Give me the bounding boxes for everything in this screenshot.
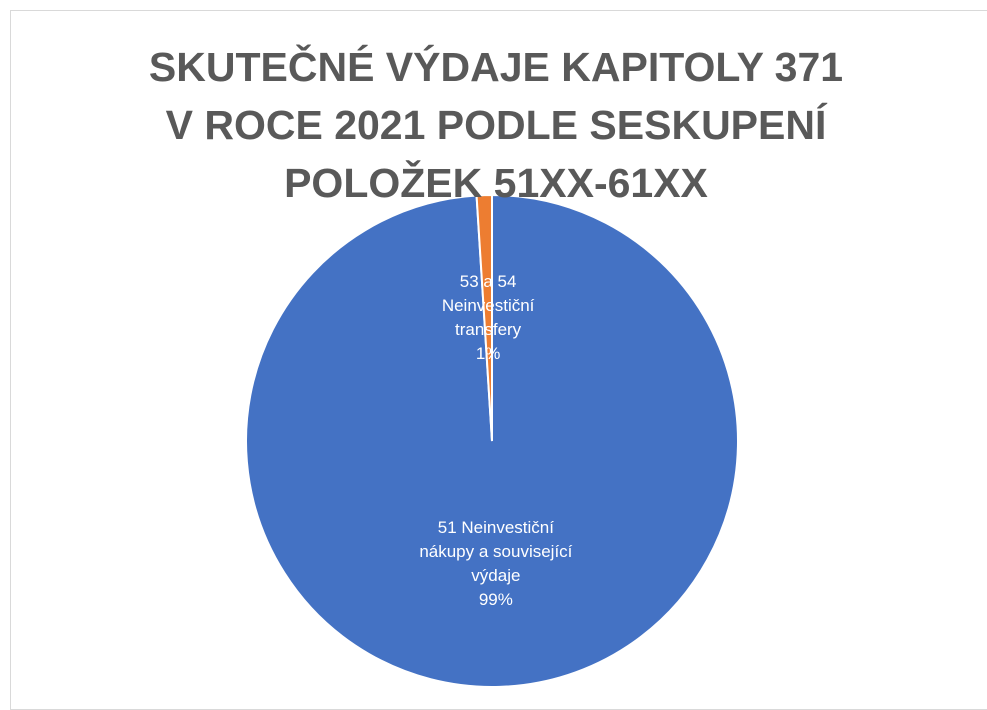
value-label: 1% (475, 344, 501, 364)
category-label: 51 Neinvestiční nákupy a související výd… (419, 517, 573, 585)
data-label: 53 a 54 Neinvestiční transfery 1% (431, 270, 546, 366)
category-label: 53 a 54 Neinvestiční transfery (441, 272, 535, 340)
value-label: 99% (478, 589, 513, 609)
data-label: 51 Neinvestiční nákupy a související výd… (408, 516, 583, 612)
pie-slice (475, 193, 493, 442)
chart-title: SKUTEČNÉ VÝDAJE KAPITOLY 371 V ROCE 2021… (148, 44, 844, 206)
